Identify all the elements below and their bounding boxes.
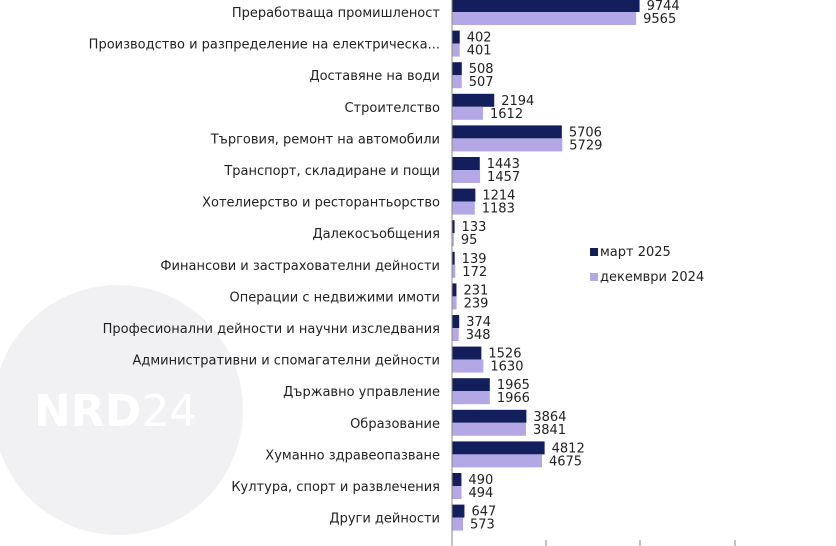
value-label: 133 [462, 220, 487, 235]
bar [452, 378, 490, 392]
bar [452, 251, 455, 265]
value-label: 348 [466, 328, 491, 343]
value-label: 1612 [490, 107, 523, 122]
bar [452, 30, 460, 44]
value-label: 172 [462, 265, 487, 280]
value-label: 507 [469, 75, 494, 90]
bar [452, 422, 526, 436]
value-label: 5706 [569, 125, 602, 140]
value-label: 95 [461, 233, 478, 248]
bar [452, 62, 462, 76]
bar [452, 391, 490, 405]
bar [452, 441, 545, 455]
category-label: Други дейности [329, 512, 440, 527]
value-label: 1457 [487, 170, 520, 185]
bar [452, 12, 637, 25]
value-label: 3864 [533, 410, 566, 425]
watermark-circle [0, 285, 243, 535]
category-label: Производство и разпределение на електрич… [89, 38, 440, 53]
bar [452, 359, 484, 373]
category-label: Строителство [344, 101, 440, 116]
category-label: Професионални дейности и научни изследва… [103, 322, 440, 337]
bar [452, 138, 563, 152]
bar [452, 454, 542, 468]
value-label: 3841 [533, 423, 566, 438]
legend-label: декември 2024 [600, 270, 704, 285]
value-label: 1965 [497, 378, 530, 393]
legend-swatch [590, 273, 598, 281]
legend-label: март 2025 [600, 245, 671, 260]
bar [452, 170, 481, 183]
value-label: 1966 [497, 391, 530, 406]
value-label: 374 [466, 315, 491, 330]
value-label: 402 [467, 31, 492, 46]
bar [452, 0, 640, 12]
value-label: 508 [469, 62, 494, 77]
bar [452, 346, 482, 360]
category-label: Доставяне на води [309, 69, 440, 84]
bar [452, 296, 457, 310]
legend-swatch [590, 248, 598, 256]
value-label: 4675 [549, 454, 582, 469]
value-label: 401 [467, 44, 492, 59]
bar [452, 504, 465, 518]
bar [452, 328, 459, 341]
value-label: 5729 [569, 138, 602, 153]
value-label: 490 [468, 473, 493, 488]
category-label: Търговия, ремонт на автомобили [210, 132, 440, 147]
watermark-bold: NRD [34, 386, 141, 437]
value-label: 139 [462, 252, 487, 267]
bar [452, 93, 495, 107]
bar [452, 264, 456, 278]
category-label: Транспорт, складиране и пощи [223, 164, 440, 179]
bar [452, 409, 527, 423]
bar [452, 201, 475, 215]
bar [452, 157, 480, 170]
value-label: 494 [469, 486, 494, 501]
value-label: 1526 [488, 347, 521, 362]
bar [452, 220, 455, 234]
value-label: 1214 [482, 189, 515, 204]
category-label: Финансови и застрахователни дейности [160, 259, 440, 274]
bar [452, 473, 462, 486]
value-label: 9565 [643, 12, 676, 27]
category-label: Образование [350, 417, 440, 432]
bar [452, 188, 476, 202]
value-label: 1183 [482, 202, 515, 217]
category-label: Култура, спорт и развлечения [231, 480, 440, 495]
value-label: 647 [471, 505, 496, 520]
value-label: 9744 [647, 0, 680, 14]
category-label: Хотелиерство и ресторантьорство [202, 196, 440, 211]
category-label: Хуманно здравеопазване [265, 448, 440, 463]
value-label: 2194 [501, 94, 534, 109]
legend: март 2025 декември 2024 [590, 245, 704, 285]
value-label: 4812 [552, 441, 585, 456]
category-label: Далекосъобщения [312, 227, 440, 242]
watermark: NRD24 [0, 285, 243, 535]
bar [452, 125, 562, 139]
category-label: Операции с недвижими имоти [230, 290, 440, 305]
value-label: 231 [463, 283, 488, 298]
value-label: 1443 [487, 157, 520, 172]
bar [452, 233, 454, 247]
watermark-light: 24 [141, 386, 197, 437]
bar [452, 75, 462, 89]
watermark-text: NRD24 [34, 386, 197, 437]
category-label: Преработваща промишленост [232, 6, 441, 21]
bar [452, 43, 460, 57]
category-label: Административни и спомагателни дейности [132, 354, 440, 369]
bar [452, 486, 462, 499]
value-label: 1630 [490, 360, 523, 375]
bar [452, 517, 464, 531]
bar [452, 315, 460, 328]
bar [452, 106, 484, 120]
value-label: 573 [470, 518, 495, 533]
category-label: Държавно управление [283, 385, 440, 400]
bar [452, 283, 457, 297]
value-label: 239 [464, 296, 489, 311]
